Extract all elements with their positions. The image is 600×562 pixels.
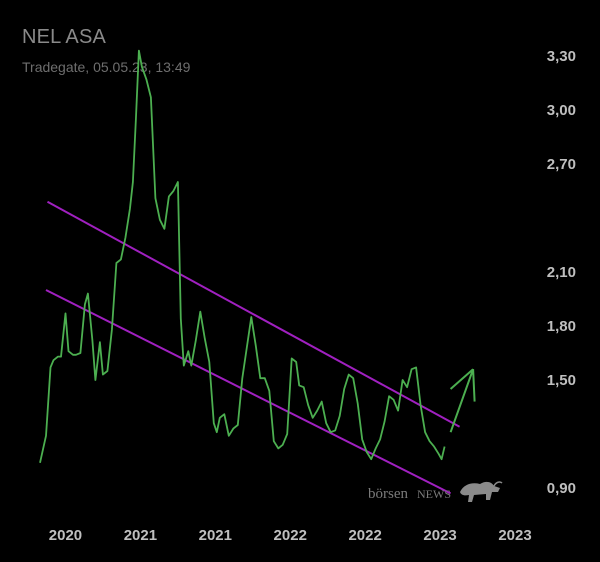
x-tick-label: 2020 xyxy=(49,527,82,544)
price-series xyxy=(39,49,446,463)
chart-title: NEL ASA xyxy=(22,26,107,48)
channel-upper-line xyxy=(47,200,461,428)
y-tick-label: 2,10 xyxy=(547,264,576,281)
x-tick-label: 2021 xyxy=(199,527,232,544)
x-tick-label: 2021 xyxy=(124,527,157,544)
channel-lower-line xyxy=(45,289,452,495)
x-tick-label: 2022 xyxy=(348,527,381,544)
channel-lines xyxy=(45,200,461,495)
watermark-text-left: börsen xyxy=(368,486,408,502)
arrow-head xyxy=(449,368,474,390)
y-tick-label: 1,50 xyxy=(547,372,576,389)
x-tick-label: 2023 xyxy=(423,527,456,544)
trend-arrow xyxy=(449,368,476,433)
x-tick-label: 2023 xyxy=(498,527,531,544)
y-tick-label: 0,90 xyxy=(547,480,576,497)
watermark-text-right: NEWS xyxy=(417,487,451,501)
y-tick-label: 2,70 xyxy=(547,156,576,173)
arrow-body xyxy=(449,368,476,433)
y-tick-label: 3,00 xyxy=(547,102,576,119)
chart-subtitle: Tradegate, 05.05.23, 13:49 xyxy=(22,59,191,75)
bull-icon xyxy=(460,481,503,502)
y-tick-label: 3,30 xyxy=(547,48,576,65)
y-tick-label: 1,80 xyxy=(547,318,576,335)
watermark: börsen NEWS xyxy=(368,481,503,502)
x-axis: 2020 2021 2021 2022 2022 2023 2023 xyxy=(49,527,532,544)
x-tick-label: 2022 xyxy=(274,527,307,544)
y-axis: 3,30 3,00 2,70 2,10 1,80 1,50 0,90 xyxy=(547,48,576,497)
price-line xyxy=(39,49,446,463)
